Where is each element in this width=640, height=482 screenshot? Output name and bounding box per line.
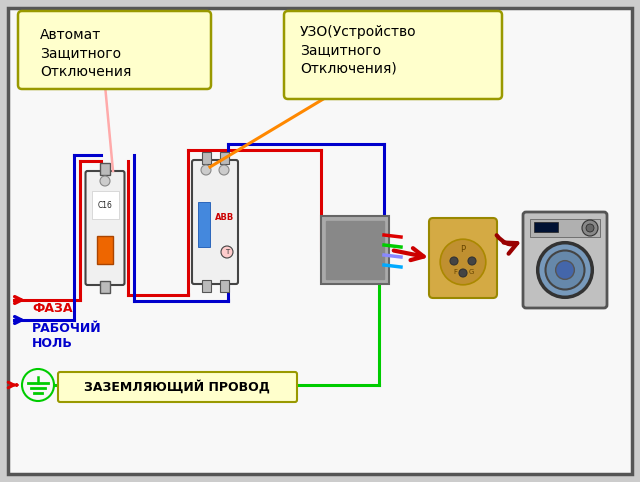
Text: F: F [453,269,457,275]
FancyBboxPatch shape [18,11,211,89]
Bar [198,202,210,247]
Text: УЗО(Устройство
Защитного
Отключения): УЗО(Устройство Защитного Отключения) [300,25,417,76]
Text: ABB: ABB [216,213,235,222]
Circle shape [219,165,229,175]
Circle shape [538,243,592,297]
Text: РАБОЧИЙ
НОЛЬ: РАБОЧИЙ НОЛЬ [32,322,102,350]
FancyBboxPatch shape [58,372,297,402]
Text: ЗАЗЕМЛЯЮЩИЙ ПРОВОД: ЗАЗЕМЛЯЮЩИЙ ПРОВОД [84,380,270,394]
Bar [202,280,211,292]
Bar [100,163,110,175]
Text: ФАЗА: ФАЗА [32,302,72,315]
Bar [220,280,229,292]
FancyBboxPatch shape [523,212,607,308]
Circle shape [100,176,110,186]
Circle shape [556,261,574,280]
Circle shape [582,220,598,236]
Circle shape [450,257,458,265]
Bar [534,222,558,232]
Text: Автомат
Защитного
Отключения: Автомат Защитного Отключения [40,28,131,79]
Circle shape [468,257,476,265]
Text: G: G [468,269,474,275]
Circle shape [586,224,594,232]
FancyBboxPatch shape [284,11,502,99]
Bar [92,191,118,219]
FancyBboxPatch shape [86,171,125,285]
Circle shape [201,165,211,175]
Circle shape [545,251,584,290]
Bar [321,216,389,284]
Bar [220,152,229,164]
FancyBboxPatch shape [429,218,497,298]
Text: T: T [225,249,229,255]
Circle shape [459,269,467,277]
FancyBboxPatch shape [192,160,238,284]
Bar [326,221,384,279]
Bar [100,281,110,293]
Bar [530,219,600,237]
Text: P: P [460,245,465,254]
Circle shape [221,246,233,258]
Text: C16: C16 [97,201,113,210]
Circle shape [440,239,486,285]
Bar [97,236,113,264]
Bar [202,152,211,164]
